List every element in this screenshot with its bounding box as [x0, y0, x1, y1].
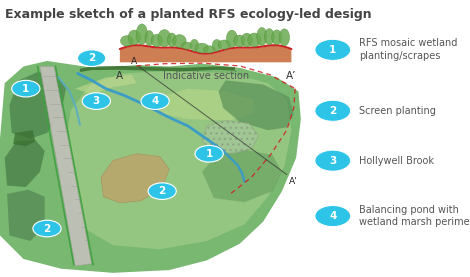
Text: A’: A’	[286, 71, 297, 81]
Ellipse shape	[212, 39, 221, 51]
Polygon shape	[75, 75, 136, 94]
Polygon shape	[5, 140, 45, 187]
Ellipse shape	[264, 29, 274, 45]
Ellipse shape	[227, 30, 237, 47]
Text: A: A	[131, 57, 137, 66]
Ellipse shape	[120, 36, 133, 46]
Text: 4: 4	[329, 211, 337, 221]
Ellipse shape	[136, 24, 148, 45]
Text: Example sketch of a planted RFS ecology-led design: Example sketch of a planted RFS ecology-…	[5, 8, 371, 21]
Circle shape	[82, 93, 110, 109]
Text: RFS mosaic wetland
planting/scrapes: RFS mosaic wetland planting/scrapes	[359, 39, 457, 61]
Ellipse shape	[248, 33, 261, 47]
Text: 3: 3	[329, 156, 337, 166]
Ellipse shape	[204, 46, 215, 53]
Polygon shape	[9, 72, 66, 138]
Circle shape	[315, 150, 351, 171]
Polygon shape	[150, 89, 254, 120]
Circle shape	[148, 183, 176, 199]
Polygon shape	[0, 61, 301, 273]
Polygon shape	[7, 190, 45, 241]
Text: 1: 1	[329, 45, 337, 55]
Polygon shape	[80, 66, 235, 72]
Text: 2: 2	[158, 186, 166, 196]
Ellipse shape	[241, 33, 252, 47]
Text: 1: 1	[205, 149, 213, 159]
Text: 1: 1	[22, 84, 30, 94]
Polygon shape	[202, 120, 258, 154]
Ellipse shape	[272, 30, 282, 45]
Circle shape	[12, 80, 40, 97]
Ellipse shape	[234, 35, 245, 47]
Ellipse shape	[145, 30, 154, 46]
Text: 4: 4	[151, 96, 159, 106]
Circle shape	[315, 206, 351, 227]
Ellipse shape	[172, 35, 186, 47]
Polygon shape	[13, 130, 35, 146]
Ellipse shape	[181, 42, 192, 49]
Ellipse shape	[128, 30, 141, 45]
Circle shape	[315, 100, 351, 121]
Text: Balancing pond with
wetland marsh perimeter: Balancing pond with wetland marsh perime…	[359, 205, 470, 227]
Polygon shape	[40, 66, 92, 266]
Polygon shape	[66, 71, 291, 249]
Text: 2: 2	[329, 106, 337, 116]
Polygon shape	[120, 46, 291, 62]
Ellipse shape	[257, 27, 267, 46]
Text: 2: 2	[88, 53, 95, 63]
Text: 2: 2	[43, 224, 51, 234]
Ellipse shape	[218, 40, 231, 49]
Circle shape	[78, 50, 106, 66]
Circle shape	[195, 145, 223, 162]
Circle shape	[141, 93, 169, 109]
Text: A: A	[116, 71, 124, 81]
Circle shape	[33, 220, 61, 237]
Text: 3: 3	[93, 96, 100, 106]
Ellipse shape	[190, 39, 199, 51]
Text: Screen planting: Screen planting	[359, 106, 436, 116]
Text: Hollywell Brook: Hollywell Brook	[359, 156, 434, 166]
Polygon shape	[101, 154, 169, 203]
Polygon shape	[202, 150, 282, 202]
Polygon shape	[219, 80, 294, 130]
Text: Indicative section: Indicative section	[163, 71, 249, 81]
Ellipse shape	[279, 29, 290, 46]
Ellipse shape	[151, 34, 163, 47]
Ellipse shape	[158, 30, 171, 47]
Ellipse shape	[167, 33, 176, 47]
Ellipse shape	[195, 43, 209, 53]
Text: A': A'	[289, 177, 297, 186]
Circle shape	[315, 39, 351, 60]
